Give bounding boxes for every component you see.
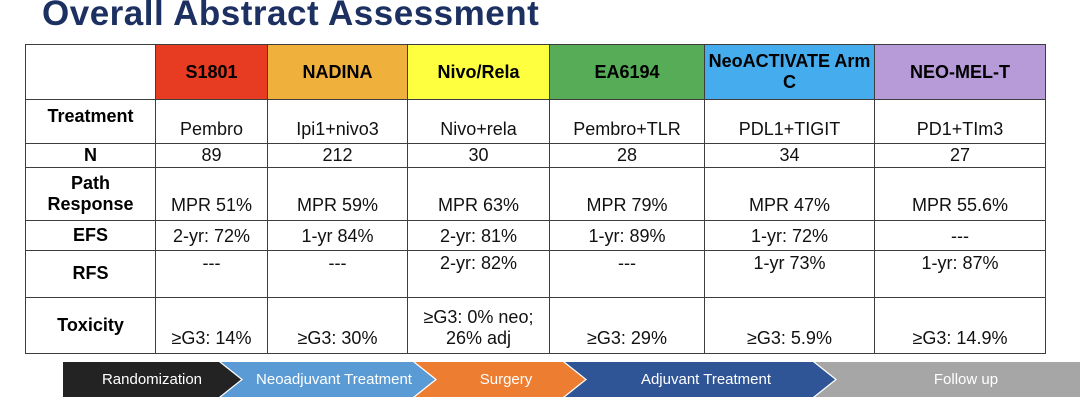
column-header-neo-mel-t: NEO-MEL-T	[874, 44, 1046, 100]
row-label-path-response: Path Response	[25, 166, 156, 221]
page-title: Overall Abstract Assessment	[42, 0, 540, 33]
table-cell: 1-yr 84%	[267, 219, 408, 251]
table-cell: MPR 63%	[407, 166, 550, 221]
column-header-nivo-rela: Nivo/Rela	[407, 44, 550, 100]
table-row-treatment: Treatment Pembro Ipi1+nivo3 Nivo+rela Pe…	[25, 99, 1046, 144]
table-cell: 2-yr: 81%	[407, 219, 550, 251]
flow-step-follow-up: Follow up	[815, 362, 1080, 397]
flow-step-adjuvant-treatment: Adjuvant Treatment	[565, 362, 835, 397]
table-cell: 1-yr 73%	[704, 249, 875, 298]
table-cell: MPR 79%	[549, 166, 705, 221]
table-cell: 89	[155, 143, 268, 168]
column-header-ea6194: EA6194	[549, 44, 705, 100]
table-row-n: N 89 212 30 28 34 27	[25, 143, 1046, 168]
row-label-efs: EFS	[25, 219, 156, 251]
table-cell: 1-yr: 87%	[874, 249, 1046, 298]
table-cell: ≥G3: 14%	[155, 296, 268, 354]
table-cell: Ipi1+nivo3	[267, 99, 408, 144]
assessment-table: S1801 NADINA Nivo/Rela EA6194 NeoACTIVAT…	[25, 44, 1046, 354]
table-row-efs: EFS 2-yr: 72% 1-yr 84% 2-yr: 81% 1-yr: 8…	[25, 219, 1046, 251]
table-cell: 2-yr: 82%	[407, 249, 550, 298]
table-row-toxicity: Toxicity ≥G3: 14% ≥G3: 30% ≥G3: 0% neo; …	[25, 296, 1046, 354]
row-label-rfs: RFS	[25, 249, 156, 298]
flow-step-neoadjuvant-treatment: Neoadjuvant Treatment	[221, 362, 435, 397]
table-cell: Pembro+TLR	[549, 99, 705, 144]
table-row-rfs: RFS --- --- 2-yr: 82% --- 1-yr 73% 1-yr:…	[25, 249, 1046, 298]
column-header-nadina: NADINA	[267, 44, 408, 100]
table-cell: MPR 47%	[704, 166, 875, 221]
flow-step-randomization: Randomization	[63, 362, 241, 397]
table-cell: MPR 51%	[155, 166, 268, 221]
row-label-toxicity: Toxicity	[25, 296, 156, 354]
table-cell: ---	[874, 219, 1046, 251]
flow-step-label: Surgery	[479, 371, 533, 388]
column-header-neoactivate: NeoACTIVATE Arm C	[704, 44, 875, 100]
table-cell: 28	[549, 143, 705, 168]
corner-cell	[25, 44, 156, 100]
table-cell: ≥G3: 30%	[267, 296, 408, 354]
table-cell: 2-yr: 72%	[155, 219, 268, 251]
table-cell: ---	[155, 249, 268, 298]
table-row-path-response: Path Response MPR 51% MPR 59% MPR 63% MP…	[25, 166, 1046, 221]
flow-step-label: Follow up	[933, 371, 999, 388]
table-cell: 1-yr: 72%	[704, 219, 875, 251]
table-cell: MPR 55.6%	[874, 166, 1046, 221]
trial-timeline-flow: Randomization Neoadjuvant Treatment Surg…	[63, 362, 1080, 397]
table-cell: ≥G3: 5.9%	[704, 296, 875, 354]
row-label-n: N	[25, 143, 156, 168]
table-cell: Nivo+rela	[407, 99, 550, 144]
header-row: S1801 NADINA Nivo/Rela EA6194 NeoACTIVAT…	[25, 44, 1046, 100]
table-cell: 212	[267, 143, 408, 168]
table-cell: ≥G3: 14.9%	[874, 296, 1046, 354]
row-label-treatment: Treatment	[25, 99, 156, 144]
table-cell: ≥G3: 29%	[549, 296, 705, 354]
table-cell: PD1+TIm3	[874, 99, 1046, 144]
table-cell: 30	[407, 143, 550, 168]
table-cell: 27	[874, 143, 1046, 168]
column-header-s1801: S1801	[155, 44, 268, 100]
table-cell: Pembro	[155, 99, 268, 144]
flow-step-label: Neoadjuvant Treatment	[256, 371, 412, 388]
table-cell: MPR 59%	[267, 166, 408, 221]
flow-step-label: Randomization	[101, 371, 203, 388]
table-cell: ---	[267, 249, 408, 298]
table-cell: ≥G3: 0% neo; 26% adj	[407, 296, 550, 354]
table-cell: 1-yr: 89%	[549, 219, 705, 251]
flow-step-surgery: Surgery	[415, 362, 585, 397]
table-cell: PDL1+TIGIT	[704, 99, 875, 144]
table-cell: 34	[704, 143, 875, 168]
flow-step-label: Adjuvant Treatment	[640, 371, 772, 388]
table-cell: ---	[549, 249, 705, 298]
